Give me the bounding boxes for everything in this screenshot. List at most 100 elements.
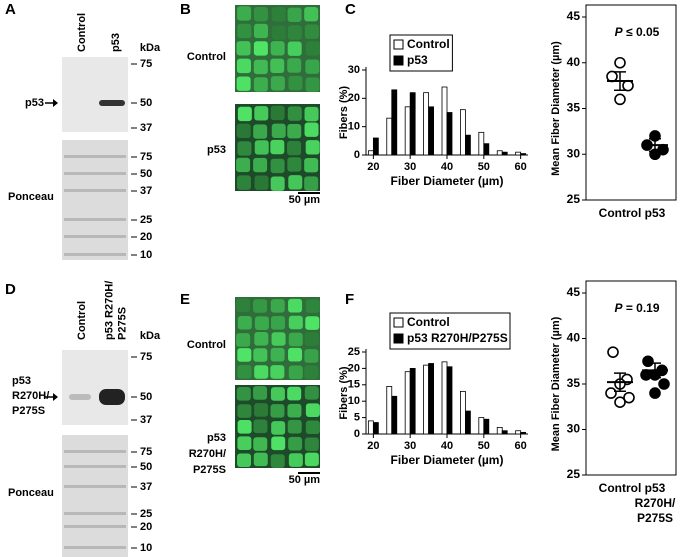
arrow-head [53, 99, 58, 107]
marker-label: 10 [140, 542, 152, 554]
bar [446, 366, 453, 435]
fiber-cell [270, 58, 285, 74]
fiber-cell [236, 76, 251, 91]
fiber-cell [253, 419, 268, 434]
y-axis-label: Mean Fiber Diameter (µm) [550, 316, 562, 451]
marker-label: 50 [140, 168, 152, 180]
ponceau-image [62, 435, 128, 557]
y-axis-label: Mean Fiber Diameter (µm) [550, 41, 562, 176]
fiber-cell [254, 331, 269, 346]
blot-image [62, 57, 128, 132]
fiber-cell [304, 176, 319, 191]
fiber-cell [254, 316, 269, 330]
fiber-cell [287, 41, 302, 56]
fiber-cell [237, 106, 252, 122]
fiber-cell [305, 140, 320, 155]
bar [404, 371, 411, 435]
micrograph-label: p53 [207, 432, 226, 444]
fiber-cell [305, 77, 320, 92]
error-bar [614, 71, 626, 91]
fiber-cell [270, 299, 285, 313]
fiber-cell [237, 420, 252, 434]
fiber-cell [287, 419, 302, 434]
y-axis-label: Fibers (%) [338, 366, 350, 420]
x-tick-label: 50 [478, 440, 490, 452]
fiber-cell [304, 452, 319, 467]
fiber-cell [288, 332, 303, 347]
y-tick-label: 30 [567, 146, 581, 160]
marker-label: 10 [140, 249, 152, 261]
fiber-cell [288, 298, 303, 313]
fiber-cell [237, 365, 252, 379]
ponceau-band [64, 172, 126, 175]
fiber-cell [270, 454, 285, 468]
error-bar [649, 137, 661, 153]
x-tick-label: P275S [637, 511, 673, 525]
x-tick-label: 40 [441, 161, 453, 173]
y-tick-label: 0 [354, 149, 360, 161]
y-tick-label: 15 [348, 379, 360, 391]
fiber-cell [253, 437, 268, 451]
fiber-cell [287, 157, 302, 172]
marker-label: 37 [140, 122, 152, 134]
data-point [607, 346, 619, 358]
bar [478, 417, 485, 435]
data-point [605, 387, 617, 399]
bar [460, 109, 466, 156]
data-point [606, 70, 618, 83]
fiber-cell [270, 404, 285, 418]
fiber-cell [304, 6, 319, 22]
marker-label: 20 [140, 231, 152, 243]
fiber-cell [254, 403, 269, 417]
scale-label: 50 µm [289, 474, 321, 486]
legend-swatch [393, 317, 404, 328]
fiber-cell [236, 333, 251, 347]
data-point [642, 355, 654, 368]
bar [391, 395, 398, 435]
bar [496, 427, 503, 435]
y-tick-label: 45 [567, 9, 581, 23]
arrow-head [53, 393, 58, 401]
data-point [614, 93, 626, 106]
ponceau-band [64, 525, 126, 528]
lane-label: P275S [116, 307, 128, 340]
fiber-cell [236, 41, 251, 56]
bar [423, 364, 429, 435]
bar [386, 386, 393, 435]
fiber-cell [237, 436, 252, 450]
marker-label: 75 [140, 151, 152, 163]
x-tick-label: Control [599, 206, 642, 220]
y-tick-label: 35 [567, 101, 581, 115]
x-tick-label: p53 [645, 206, 666, 220]
band-label: p53 [12, 375, 31, 387]
marker-label: 75 [140, 351, 152, 363]
y-tick-label: 20 [348, 92, 360, 104]
bar [409, 367, 416, 435]
fiber-cell [304, 365, 319, 379]
ponceau-band [64, 485, 126, 488]
fiber-cell [305, 316, 320, 330]
fiber-cell [288, 75, 303, 91]
fiber-cell [271, 7, 286, 22]
legend-label: Control [407, 315, 450, 329]
marker-label: 37 [140, 185, 152, 197]
data-point [658, 378, 670, 390]
fiber-cell [288, 347, 303, 362]
bar [460, 390, 466, 435]
fiber-cell [304, 122, 319, 137]
x-axis-label: Fiber Diameter (µm) [391, 174, 504, 188]
lane-label: Control [76, 301, 88, 340]
x-tick-label: 60 [515, 440, 527, 452]
lane-label: Control [76, 13, 88, 52]
ponceau-band [64, 465, 126, 468]
fiber-cell [304, 24, 319, 39]
data-point [623, 391, 635, 404]
marker-label: 75 [140, 446, 152, 458]
x-tick-label: 60 [515, 161, 527, 173]
fiber-cell [236, 175, 251, 190]
kda-label: kDa [140, 330, 161, 342]
fiber-cell [304, 332, 319, 346]
fiber-cell [237, 453, 252, 468]
bar [391, 89, 398, 156]
bar [501, 430, 508, 435]
